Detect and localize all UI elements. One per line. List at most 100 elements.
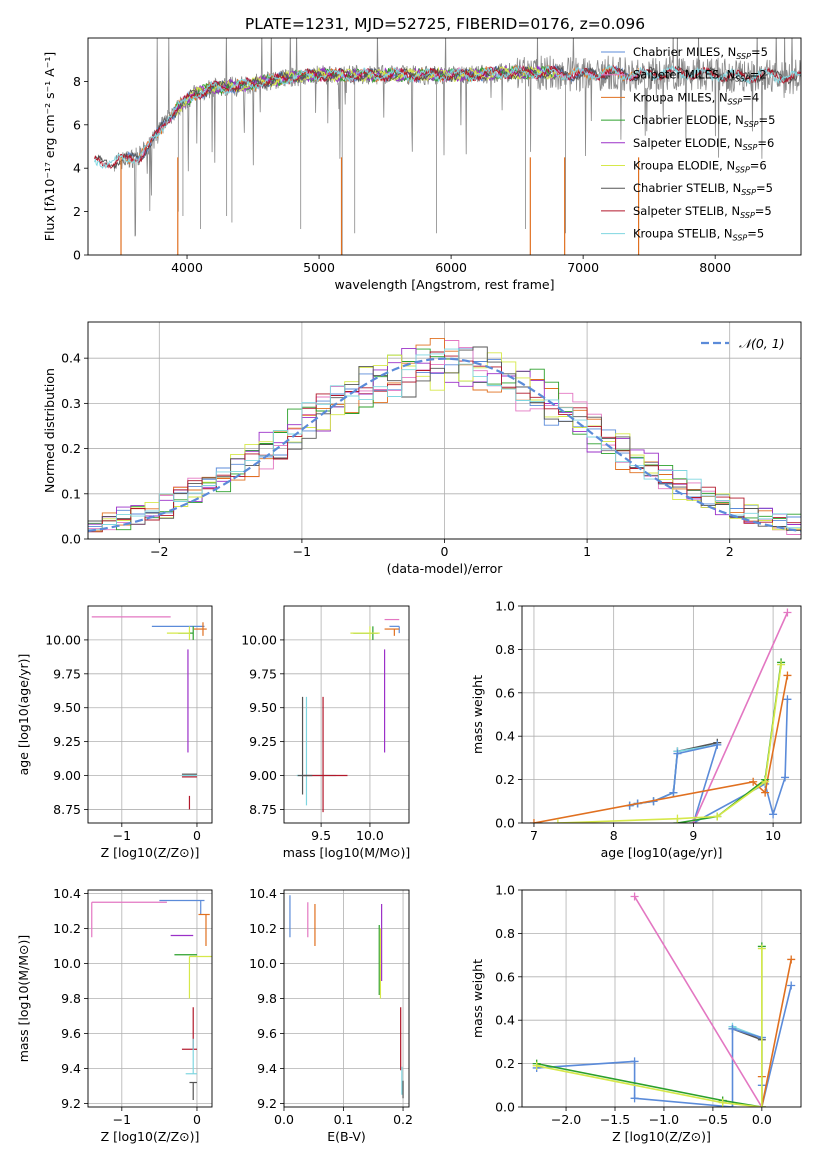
y-tick-label: 10.4 (249, 886, 277, 901)
data-point (713, 740, 722, 749)
x-tick-label: −1 (113, 828, 131, 843)
x-tick-label: −1 (293, 544, 311, 559)
y-tick-label: 0.0 (495, 816, 515, 831)
axes-frame (87, 889, 213, 1108)
weight-line-kroupa-miles (533, 675, 789, 823)
panel-age-z: −1 0 8.75 9.00 9.25 9.50 9.75 10.00 Z [log10(Z/Z… (16, 605, 213, 860)
legend-label: Kroupa STELIB, NSSP=5 (633, 227, 764, 243)
y-tick-label: 9.75 (249, 666, 277, 681)
y-tick-label: 9.4 (257, 1061, 277, 1076)
data-point (713, 812, 722, 821)
x-tick-label: 2 (726, 544, 734, 559)
legend-label: Kroupa MILES, NSSP=4 (633, 90, 759, 106)
y-tick-label: 9.8 (61, 991, 81, 1006)
x-tick-label: −2.0 (551, 1112, 581, 1127)
y-tick-label: 10.00 (241, 632, 277, 647)
y-tick-label: 0.6 (495, 685, 515, 700)
normal-curve (88, 357, 801, 533)
x-tick-label: 8 (610, 828, 618, 843)
x-tick-label: 7 (530, 828, 538, 843)
y-tick-label: 9.50 (249, 700, 277, 715)
y-tick-label: 1.0 (495, 599, 515, 614)
x-tick-label: 6000 (435, 260, 467, 275)
data-point (669, 788, 678, 797)
x-axis-label: age [log10(age/yr)] (601, 845, 723, 860)
legend-label: Salpeter STELIB, NSSP=5 (633, 204, 772, 220)
x-tick-label: 5000 (303, 260, 335, 275)
data-point (673, 749, 682, 758)
legend-label: Chabrier ELODIE, NSSP=5 (633, 113, 775, 129)
plot-area (532, 892, 796, 1107)
data-point (783, 695, 792, 704)
histogram-kroupa-elodie (88, 352, 801, 532)
y-axis-label: age [log10(age/yr)] (16, 654, 31, 776)
y-tick-label: 0.2 (61, 441, 81, 456)
panel-residuals: −2 −1 0 1 2 0.0 0.1 0.2 0.3 0.4 𝒩(0, 1) (data-model… (42, 321, 802, 576)
y-tick-label: 10.4 (53, 886, 81, 901)
data-point (769, 810, 778, 819)
weight-line-chabrier-elodie (536, 946, 763, 1107)
y-tick-label: 10.00 (45, 632, 81, 647)
axes-frame (87, 321, 802, 540)
y-tick-label: 0.0 (495, 1100, 515, 1115)
y-tick-label: 10.0 (249, 956, 277, 971)
y-tick-label: 0.0 (61, 532, 81, 547)
x-tick-label: 0 (193, 1112, 201, 1127)
x-axis-label: mass [log10(M/M⊙)] (283, 845, 411, 860)
data-point (783, 608, 792, 617)
y-tick-label: 9.2 (257, 1096, 277, 1111)
data-point (777, 660, 786, 669)
axes-frame (283, 889, 410, 1108)
panel-mass-ebv: 0.0 0.1 0.2 9.2 9.4 9.6 9.8 10.0 10.2 10.4 E(B-V) (249, 886, 413, 1144)
y-tick-label: 4 (73, 161, 81, 176)
y-tick-label: 0.4 (495, 1013, 515, 1028)
x-tick-label: −2 (150, 544, 168, 559)
plot-area (296, 618, 400, 813)
y-tick-label: 0.4 (495, 729, 515, 744)
y-tick-label: 10.2 (249, 921, 277, 936)
x-tick-label: 10.0 (356, 828, 384, 843)
data-point (630, 1057, 639, 1066)
x-tick-label: 9 (689, 828, 697, 843)
y-tick-label: 9.25 (53, 734, 81, 749)
panel-weight-age: 7 8 9 10 0.0 0.2 0.4 0.6 0.8 1.0 age [log10(age/yr… (470, 599, 802, 860)
y-tick-label: 0.4 (61, 351, 81, 366)
legend-label: Salpeter MILES, NSSP=2 (633, 68, 767, 84)
x-axis-label: Z [log10(Z/Z⊙)] (612, 1129, 711, 1144)
x-tick-label: 10 (765, 828, 781, 843)
y-axis-label: mass [log10(M/M⊙)] (16, 935, 31, 1063)
legend-label: Chabrier MILES, NSSP=5 (633, 45, 768, 61)
panel-age-mass: 9.5 10.0 8.75 9.00 9.25 9.50 9.75 10.00 mass [lo… (241, 605, 411, 860)
histogram-chabrier-stelib (88, 346, 801, 531)
histogram-kroupa-miles (88, 337, 801, 532)
axes-frame (521, 889, 802, 1108)
data-point (532, 1061, 541, 1070)
x-tick-label: 0 (193, 828, 201, 843)
x-tick-label: 4000 (171, 260, 203, 275)
y-tick-label: 8 (73, 74, 81, 89)
data-point (783, 671, 792, 680)
axes-frame (87, 37, 802, 256)
x-tick-label: −1.0 (649, 1112, 679, 1127)
x-tick-label: 8000 (699, 260, 731, 275)
x-axis-label: Z [log10(Z/Z⊙)] (101, 845, 200, 860)
x-axis-label: E(B-V) (327, 1129, 366, 1144)
weight-line-kroupa-elodie (557, 664, 782, 823)
x-tick-label: 1 (583, 544, 591, 559)
weight-line-salpeter-miles (692, 612, 789, 823)
panel-spectrum: 4000 5000 6000 7000 8000 0 2 4 6 8 Chabrier MILES,… (42, 37, 802, 292)
x-tick-label: −1 (113, 1112, 131, 1127)
x-tick-label: 0.1 (334, 1112, 354, 1127)
data-point (787, 955, 796, 964)
x-tick-label: 0.2 (393, 1112, 413, 1127)
x-tick-label: −0.5 (698, 1112, 728, 1127)
panel-mass-z: −1 0 9.2 9.4 9.6 9.8 10.0 10.2 10.4 Z [log10(Z/Z⊙… (16, 886, 213, 1144)
y-tick-label: 0.8 (495, 642, 515, 657)
y-tick-label: 9.6 (61, 1026, 81, 1041)
panel-weight-z: −2.0 −1.5 −1.0 −0.5 0.0 0.0 0.2 0.4 0.6 0.8 1.0 Z [… (470, 883, 802, 1144)
plot-area (88, 337, 801, 535)
y-tick-label: 9.4 (61, 1061, 81, 1076)
x-tick-label: 7000 (567, 260, 599, 275)
histogram-kroupa-stelib (88, 348, 801, 531)
x-axis-label: wavelength [Angstrom, rest frame] (334, 277, 554, 292)
